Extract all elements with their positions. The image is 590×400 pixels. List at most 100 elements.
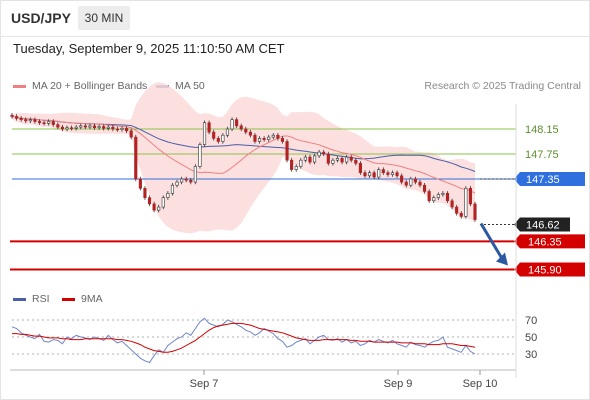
candle bbox=[239, 123, 243, 132]
candle-body bbox=[74, 126, 78, 129]
candle-body bbox=[262, 138, 266, 140]
candle bbox=[409, 176, 413, 188]
candle bbox=[413, 176, 417, 185]
candle bbox=[207, 120, 211, 135]
rsi-line bbox=[11, 317, 476, 364]
candle bbox=[312, 153, 317, 165]
candle-body bbox=[418, 181, 422, 186]
candle-body bbox=[157, 206, 161, 211]
candle bbox=[257, 136, 262, 144]
candle bbox=[427, 189, 431, 203]
candle bbox=[267, 134, 271, 142]
candle bbox=[115, 126, 119, 132]
candle bbox=[455, 204, 459, 216]
candle-body bbox=[390, 172, 395, 175]
candle bbox=[143, 186, 147, 200]
candle bbox=[248, 129, 252, 138]
candle-body bbox=[322, 151, 326, 155]
candle bbox=[303, 154, 307, 163]
ma20-label: MA 20 + Bollinger Bands bbox=[32, 80, 148, 92]
candle-body bbox=[65, 127, 69, 130]
rsi-swatch bbox=[13, 297, 26, 301]
candle-body bbox=[271, 134, 275, 138]
candle-body bbox=[56, 124, 60, 128]
candle bbox=[65, 125, 69, 132]
candle bbox=[88, 123, 92, 130]
candle bbox=[42, 120, 46, 126]
rsi-label: RSI bbox=[32, 293, 50, 305]
candle bbox=[70, 125, 74, 131]
candle-body bbox=[134, 136, 138, 180]
candle-body bbox=[111, 126, 115, 130]
x-tick-label: Sep 7 bbox=[190, 378, 219, 390]
candle-body bbox=[170, 184, 175, 194]
candle-body bbox=[70, 127, 74, 130]
candle bbox=[175, 179, 179, 188]
price-levels bbox=[10, 128, 516, 271]
candle bbox=[111, 124, 115, 132]
candle bbox=[216, 136, 220, 144]
candle bbox=[230, 117, 234, 132]
rsi-panel: 70 50 30 bbox=[11, 315, 537, 364]
x-axis: Sep 7 Sep 9 Sep 10 bbox=[10, 104, 517, 390]
candle-body bbox=[358, 163, 362, 174]
candle bbox=[166, 191, 170, 200]
header-divider bbox=[0, 36, 590, 37]
candle-body bbox=[166, 193, 170, 198]
candle-body bbox=[400, 175, 404, 183]
candle bbox=[294, 164, 298, 172]
candle-body bbox=[386, 172, 390, 175]
candle bbox=[326, 151, 330, 166]
candle bbox=[120, 126, 124, 132]
candle-body bbox=[345, 156, 349, 163]
candle bbox=[445, 191, 450, 203]
candle bbox=[79, 123, 83, 130]
candle-body bbox=[349, 156, 353, 161]
candle-body bbox=[331, 159, 335, 164]
resistance-label: 148.15 bbox=[525, 124, 559, 136]
candle bbox=[418, 179, 422, 188]
candle-body bbox=[97, 126, 101, 129]
candle-body bbox=[276, 134, 280, 139]
ma50-label: MA 50 bbox=[175, 80, 205, 92]
candle-body bbox=[33, 119, 37, 122]
candle-body bbox=[413, 178, 417, 183]
candle bbox=[432, 195, 436, 203]
candle bbox=[423, 183, 427, 194]
candle bbox=[473, 201, 477, 222]
candle bbox=[184, 176, 188, 183]
header: USD/JPY 30 MIN bbox=[0, 0, 590, 36]
candle bbox=[363, 170, 367, 179]
last-price-tag bbox=[514, 217, 570, 232]
candle-body bbox=[239, 125, 243, 130]
candle-body bbox=[464, 188, 468, 217]
candle-body bbox=[267, 136, 271, 140]
x-tick-label: Sep 10 bbox=[463, 378, 498, 390]
timeframe-button[interactable]: 30 MIN bbox=[78, 6, 130, 30]
candle-body bbox=[79, 125, 83, 128]
candle-body bbox=[445, 193, 450, 202]
candle-body bbox=[24, 119, 28, 122]
candle-body bbox=[129, 130, 133, 138]
candle bbox=[170, 183, 175, 196]
candle-body bbox=[193, 166, 197, 183]
candle bbox=[202, 120, 207, 147]
candle-body bbox=[37, 121, 42, 124]
candle bbox=[290, 158, 294, 172]
legend-rsi-ma: 9MA bbox=[62, 293, 103, 305]
candle bbox=[253, 133, 257, 144]
candle bbox=[354, 158, 358, 166]
candle bbox=[436, 192, 440, 200]
candle-body bbox=[83, 125, 87, 128]
candle-body bbox=[377, 169, 381, 178]
candle-body bbox=[47, 121, 51, 124]
ma20-swatch bbox=[13, 84, 26, 88]
candle-body bbox=[459, 212, 463, 217]
candle-body bbox=[354, 159, 358, 164]
candle-body bbox=[180, 178, 184, 183]
candle bbox=[92, 123, 97, 130]
candle bbox=[441, 191, 445, 197]
support-label: 146.35 bbox=[528, 236, 562, 248]
candle bbox=[262, 136, 266, 142]
